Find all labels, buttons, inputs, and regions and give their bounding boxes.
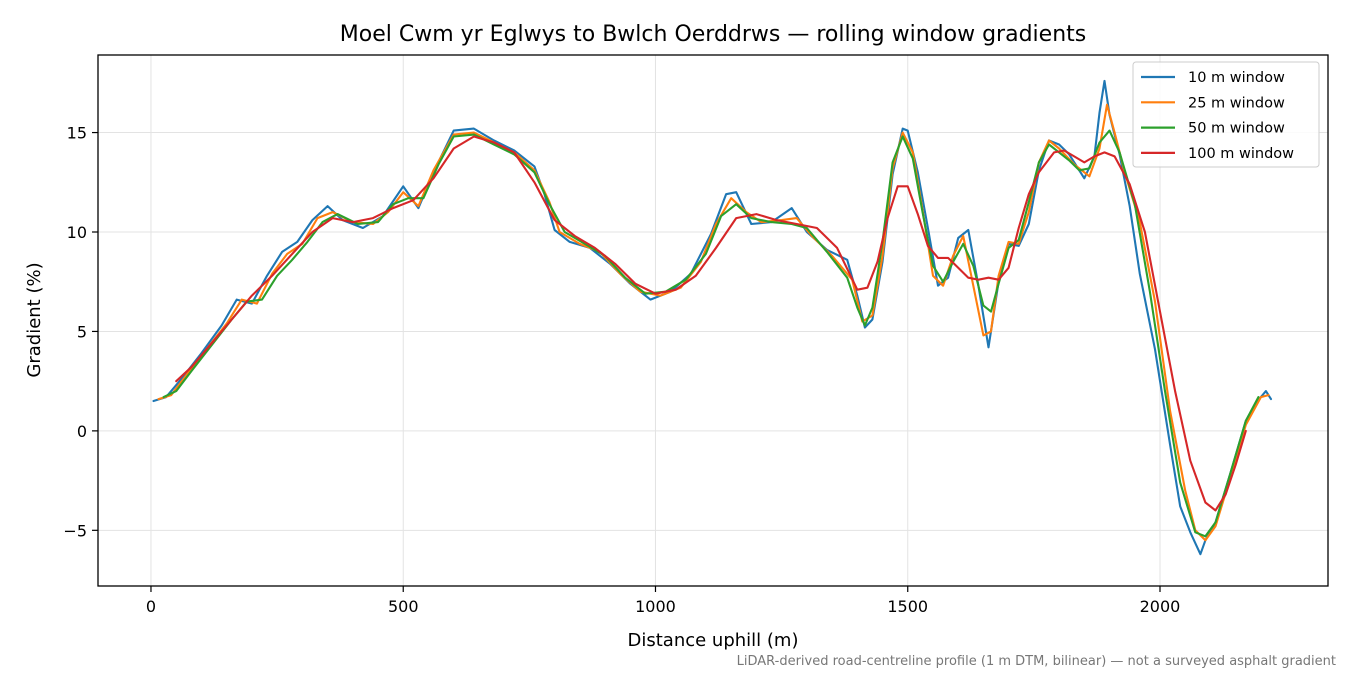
y-tick-label: −5 xyxy=(63,521,87,540)
y-axis-ticks: −5 0 5 10 15 xyxy=(63,124,98,540)
x-tick-label: 1000 xyxy=(635,597,676,616)
legend-label: 10 m window xyxy=(1188,70,1285,86)
series-line-4 xyxy=(175,135,1247,512)
y-tick-label: 10 xyxy=(67,223,87,242)
y-tick-label: 0 xyxy=(77,422,87,441)
footnote: LiDAR-derived road-centreline profile (1… xyxy=(737,654,1336,669)
legend-label: 50 m window xyxy=(1188,121,1285,137)
chart-title: Moel Cwm yr Eglwys to Bwlch Oerddrws — r… xyxy=(340,22,1086,47)
legend-label: 100 m window xyxy=(1188,146,1294,162)
x-axis-label: Distance uphill (m) xyxy=(628,630,799,651)
legend-label: 25 m window xyxy=(1188,95,1285,111)
x-tick-label: 1500 xyxy=(887,597,928,616)
series-line-2 xyxy=(157,103,1270,542)
y-tick-label: 15 xyxy=(67,124,87,143)
series-lines xyxy=(152,79,1273,556)
x-tick-label: 2000 xyxy=(1140,597,1181,616)
y-axis-label: Gradient (%) xyxy=(24,262,45,377)
series-line-3 xyxy=(162,129,1260,538)
x-axis-ticks: 0 500 1000 1500 2000 xyxy=(146,586,1180,616)
plot-frame xyxy=(97,54,1329,587)
x-tick-label: 0 xyxy=(146,597,156,616)
legend: 10 m window 25 m window 50 m window 100 m w… xyxy=(1132,61,1320,168)
legend-box xyxy=(1132,61,1320,168)
y-tick-label: 5 xyxy=(77,322,87,341)
x-tick-label: 500 xyxy=(388,597,419,616)
